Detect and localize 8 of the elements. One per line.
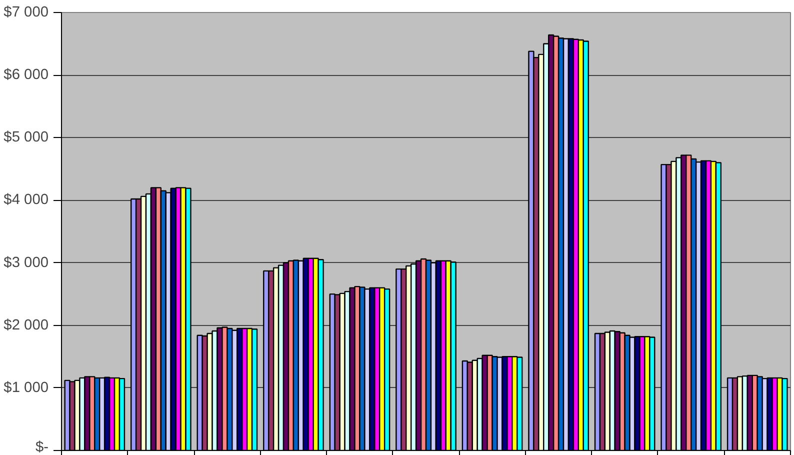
y-tick-label: $5 000 xyxy=(4,130,48,146)
y-tick-label: $- xyxy=(35,440,49,455)
y-tick-label: $6 000 xyxy=(4,67,48,84)
y-tick-label: $7 000 xyxy=(4,4,48,20)
y-tick-label: $3 000 xyxy=(4,254,48,271)
y-tick-label: $2 000 xyxy=(4,317,48,334)
y-tick-label: $4 000 xyxy=(4,192,48,208)
y-tick-label: $1 000 xyxy=(4,380,48,396)
